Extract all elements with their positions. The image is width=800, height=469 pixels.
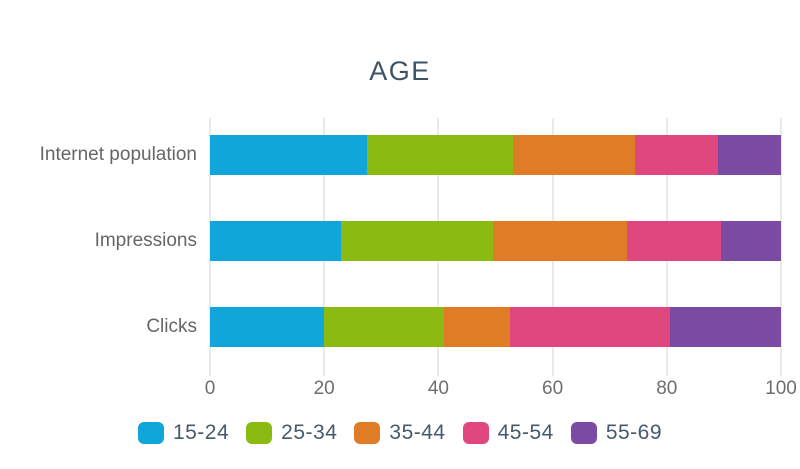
legend-label: 25-34 (281, 421, 338, 444)
category-label: Internet population (39, 144, 197, 165)
legend-label: 55-69 (605, 421, 663, 444)
bar-segment (635, 135, 719, 175)
legend-swatch (137, 422, 164, 444)
legend-item: 55-69 (570, 421, 663, 445)
legend-swatch (462, 422, 489, 444)
x-axis: 0 20 40 60 80 100 (205, 378, 797, 402)
bar-row (210, 221, 781, 261)
plot-area (209, 118, 782, 376)
x-tick-label: 0 (204, 378, 216, 399)
bar-segment (210, 135, 368, 175)
bar-row (210, 135, 781, 175)
bar-segment (492, 221, 627, 261)
bar-segment (626, 221, 722, 261)
bar-segment (512, 135, 636, 175)
bar-segment (444, 307, 510, 347)
legend-label: 35-44 (389, 421, 446, 444)
bar-segment (718, 135, 781, 175)
bar-segment (721, 221, 781, 261)
bar-segment (669, 307, 781, 347)
category-labels: Internet population Impressions Clicks (0, 118, 197, 368)
bar-segment (367, 135, 513, 175)
bar-segment (210, 221, 342, 261)
category-label: Clicks (146, 316, 197, 337)
bar-row (210, 307, 781, 347)
x-tick-label: 80 (656, 378, 678, 399)
legend-item: 45-54 (462, 421, 554, 445)
legend-swatch (246, 422, 273, 444)
legend-label: 15-24 (172, 421, 230, 444)
x-tick-label: 40 (427, 378, 449, 399)
bar-segment (324, 307, 445, 347)
legend-swatch (354, 422, 381, 444)
chart-title: AGE (369, 56, 431, 86)
bar-segment (210, 307, 325, 347)
x-tick-label: 20 (313, 378, 335, 399)
legend-label: 45-54 (497, 421, 554, 444)
legend-item: 25-34 (246, 421, 337, 445)
bar-segment (509, 307, 670, 347)
legend: 15-24 25-34 35-44 45-54 55-69 (0, 421, 800, 445)
x-tick-label: 60 (542, 378, 564, 399)
legend-item: 15-24 (137, 421, 230, 445)
gridline (780, 118, 782, 376)
bar-segment (341, 221, 493, 261)
legend-swatch (570, 422, 597, 444)
category-label: Impressions (94, 230, 197, 251)
legend-item: 35-44 (354, 421, 445, 445)
x-tick-label: 100 (765, 378, 797, 399)
